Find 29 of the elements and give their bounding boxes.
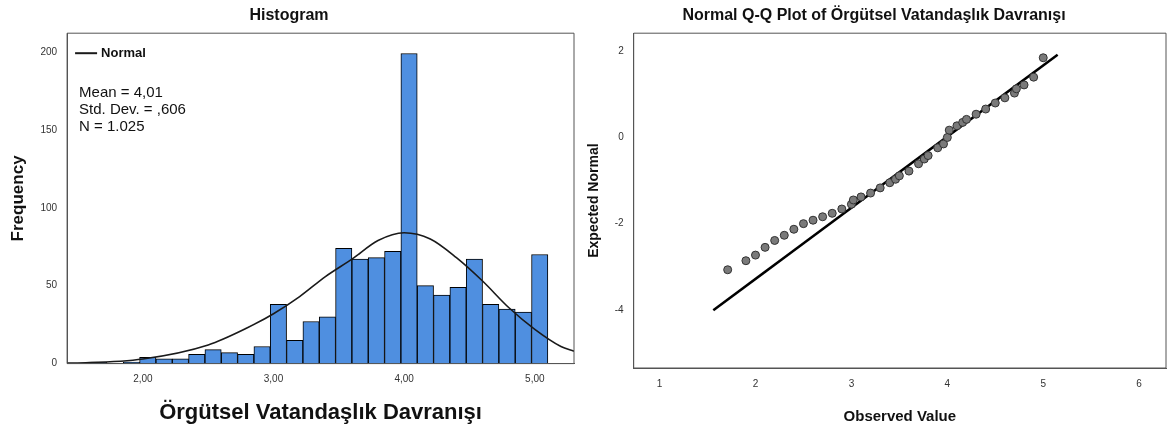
x-tick-label: 5 — [1040, 377, 1047, 389]
x-tick-label: 5,00 — [525, 373, 545, 385]
y-tick-label: 2 — [618, 45, 625, 57]
y-tick-label: 0 — [51, 357, 58, 369]
x-tick-label: 2 — [752, 377, 759, 389]
y-tick-label: 0 — [618, 131, 625, 143]
y-tick-label: 50 — [45, 279, 58, 291]
x-tick-label: 1 — [656, 377, 663, 389]
y-axis-title: Frequency — [7, 154, 27, 242]
annotation: Mean = 4,01 — [79, 83, 163, 101]
x-tick-label: 6 — [1136, 377, 1143, 389]
legend-label: Normal — [101, 45, 146, 61]
y-tick-label: -4 — [614, 303, 625, 315]
x-tick-label: 2,00 — [133, 373, 154, 385]
annotation: Std. Dev. = ,606 — [79, 100, 186, 118]
x-tick-label: 4 — [944, 377, 951, 389]
x-axis-title: Observed Value — [843, 407, 957, 425]
x-tick-label: 3 — [848, 377, 855, 389]
x-axis-title: Örgütsel Vatandaşlık Davranışı — [159, 398, 482, 424]
y-tick-label: 200 — [40, 45, 58, 57]
y-axis-title: Expected Normal — [585, 143, 602, 258]
annotation: N = 1.025 — [79, 117, 145, 135]
x-tick-label: 3,00 — [263, 373, 284, 385]
x-tick-label: 4,00 — [394, 373, 415, 385]
y-tick-label: -2 — [614, 217, 625, 229]
y-tick-label: 100 — [40, 201, 58, 213]
y-tick-label: 150 — [40, 123, 58, 135]
chart-title: Histogram — [249, 6, 329, 24]
chart-title: Normal Q-Q Plot of Örgütsel Vatandaşlık Davranışı — [682, 5, 1066, 24]
